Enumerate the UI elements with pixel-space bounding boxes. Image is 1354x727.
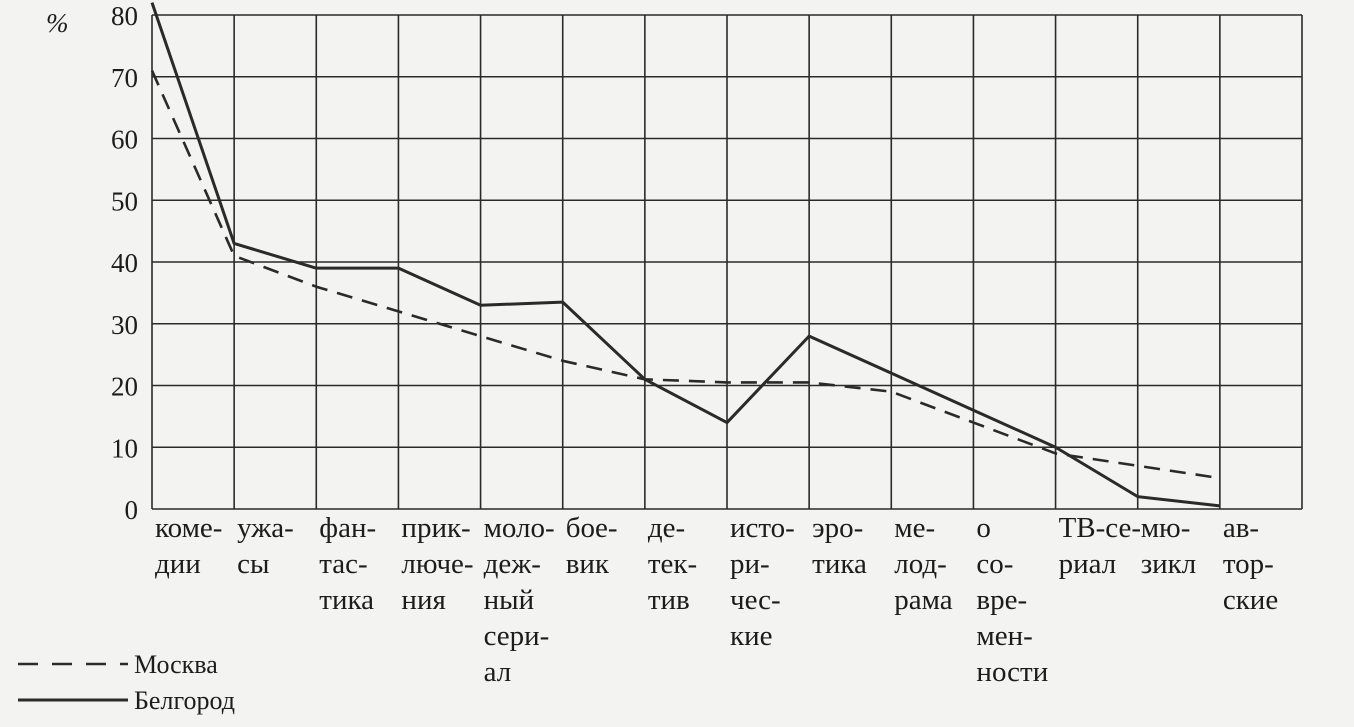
x-tick-label-line: риал — [1059, 548, 1117, 580]
x-tick-label-line: вре- — [976, 584, 1027, 616]
x-tick-label-line: мю- — [1141, 512, 1191, 544]
x-tick-label-line: о — [976, 512, 991, 544]
x-tick-label-line: сы — [237, 548, 269, 580]
series-line-belgorod — [150, 2, 1221, 508]
y-tick-label: 10 — [111, 433, 138, 463]
chart-grid — [151, 14, 1303, 510]
y-unit-label: % — [46, 8, 69, 38]
x-tick-label-line: тас- — [319, 548, 367, 580]
x-tick-label-line: со- — [976, 548, 1013, 580]
y-axis: 80 70 60 50 40 30 20 10 0% — [46, 1, 138, 525]
x-tick-label: фан-тас-тика — [319, 512, 376, 616]
x-tick-label-line: сери- — [484, 620, 550, 652]
x-tick-label-line: мен- — [976, 620, 1032, 652]
x-tick-label-line: ния — [401, 584, 445, 616]
x-tick-label-line: ал — [484, 656, 512, 688]
x-tick-label: мю-зикл — [1141, 512, 1197, 580]
y-tick-label: 80 — [111, 1, 138, 31]
x-tick-label-line: тив — [648, 584, 690, 616]
x-tick-label-line: вик — [566, 548, 610, 580]
x-tick-label-line: ри- — [730, 548, 770, 580]
x-tick-label-line: тика — [319, 584, 374, 616]
x-tick-label-line: люче- — [401, 548, 473, 580]
y-tick-label: 40 — [111, 248, 138, 278]
x-tick-label-line: деж- — [484, 548, 541, 580]
legend-label: Белгород — [134, 686, 235, 715]
x-tick-label-line: тор- — [1223, 548, 1274, 580]
x-tick-label-line: лод- — [894, 548, 947, 580]
x-tick-label: коме-дии — [155, 512, 222, 580]
x-tick-label-line: коме- — [155, 512, 222, 544]
x-tick-label-line: чес- — [730, 584, 781, 616]
x-tick-label-line: ности — [976, 656, 1048, 688]
x-tick-label: ав-тор-ские — [1223, 512, 1278, 616]
x-tick-label: ме-лод-рама — [894, 512, 953, 616]
x-tick-label-line: ме- — [894, 512, 935, 544]
x-tick-label: боe-вик — [566, 512, 618, 580]
x-tick-label-line: рама — [894, 584, 953, 616]
x-tick-label-line: ТВ-се- — [1059, 512, 1141, 544]
x-tick-label-line: зикл — [1141, 548, 1197, 580]
x-tick-label-line: тек- — [648, 548, 697, 580]
x-tick-label-line: фан- — [319, 512, 376, 544]
legend-label: Москва — [134, 650, 218, 679]
y-tick-label: 30 — [111, 310, 138, 340]
x-tick-label-line: де- — [648, 512, 685, 544]
x-tick-label-line: ужа- — [237, 512, 294, 544]
x-tick-label-line: ские — [1223, 584, 1278, 616]
y-tick-label: 0 — [125, 495, 139, 525]
x-tick-label: о со-вре-мен-ности — [976, 512, 1048, 688]
y-tick-label: 20 — [111, 372, 138, 402]
y-tick-label: 50 — [111, 186, 138, 216]
x-tick-label: эро-тика — [812, 512, 867, 580]
x-tick-label-line: ав- — [1223, 512, 1259, 544]
x-tick-label-line: ный — [484, 584, 535, 616]
x-tick-label-line: эро- — [812, 512, 863, 544]
x-axis: коме-дииужа-сыфан-тас-тикаприк-люче-ниям… — [155, 512, 1278, 688]
y-tick-label: 60 — [111, 125, 138, 155]
series-line-moscow — [150, 70, 1221, 480]
legend: Москва Белгород — [18, 650, 235, 715]
x-tick-label-line: моло- — [484, 512, 555, 544]
x-tick-label-line: дии — [155, 548, 201, 580]
x-tick-label-line: кие — [730, 620, 772, 652]
y-tick-label: 70 — [111, 63, 138, 93]
series-lines — [150, 2, 1221, 508]
x-tick-label-line: прик- — [401, 512, 470, 544]
x-tick-label-line: тика — [812, 548, 867, 580]
x-tick-label: моло-деж-ный сери-ал — [484, 512, 555, 688]
x-tick-label: исто-ри-чес-кие — [730, 512, 795, 652]
x-tick-label-line: исто- — [730, 512, 795, 544]
x-tick-label-line: боe- — [566, 512, 618, 544]
x-tick-label: де-тек-тив — [648, 512, 697, 616]
x-tick-label: ТВ-се-риал — [1059, 512, 1141, 580]
x-tick-label: прик-люче-ния — [401, 512, 473, 616]
x-tick-label: ужа-сы — [237, 512, 294, 580]
